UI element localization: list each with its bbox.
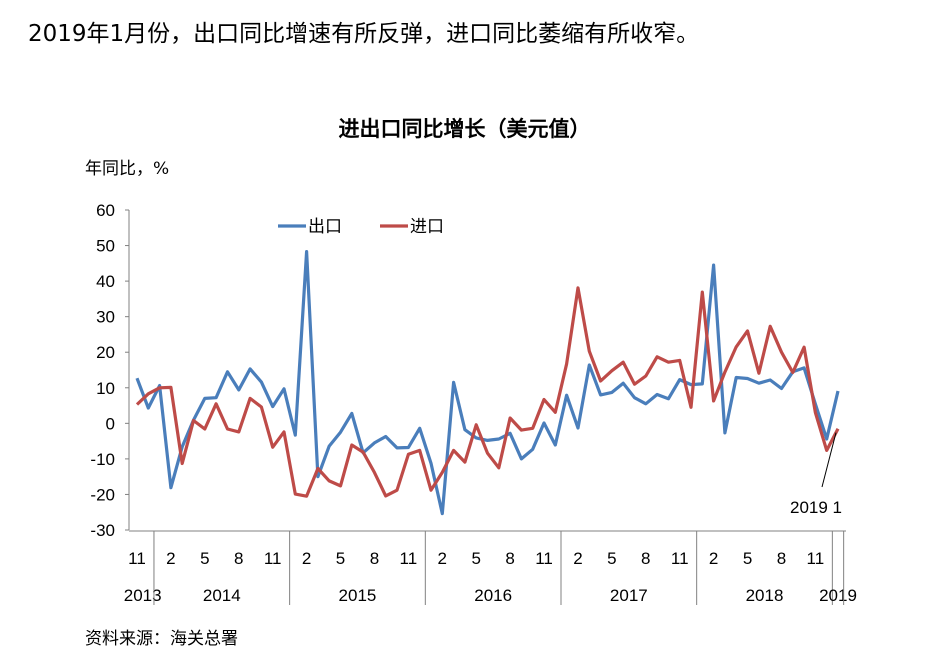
- x-tick-label: 11: [128, 549, 146, 568]
- x-tick-label: 2: [302, 549, 311, 568]
- headline: 2019年1月份，出口同比增速有所反弹，进口同比萎缩有所收窄。: [28, 21, 700, 47]
- x-tick-label: 5: [743, 549, 752, 568]
- year-label: 2013: [124, 586, 162, 605]
- x-tick-label: 5: [336, 549, 345, 568]
- y-tick-label: 40: [96, 272, 115, 291]
- year-label: 2015: [339, 586, 377, 605]
- series-line-import: [135, 286, 840, 498]
- x-tick-label: 5: [471, 549, 480, 568]
- annotation-label: 2019 1: [790, 498, 842, 517]
- y-tick-label: 60: [96, 201, 115, 220]
- y-tick-label: -20: [90, 485, 115, 504]
- x-tick-label: 11: [535, 549, 553, 568]
- year-label: 2016: [474, 586, 512, 605]
- y-tick-label: 50: [96, 237, 115, 256]
- x-tick-label: 8: [505, 549, 514, 568]
- source-note: 资料来源：海关总署: [85, 629, 238, 649]
- y-tick-label: -10: [90, 450, 115, 469]
- series-line-export: [135, 250, 840, 516]
- x-tick-label: 2: [573, 549, 582, 568]
- y-tick-label: 0: [106, 414, 115, 433]
- year-label: 2019: [819, 586, 857, 605]
- x-tick-label: 11: [264, 549, 282, 568]
- x-tick-label: 11: [671, 549, 689, 568]
- legend-label-import: 进口: [410, 217, 444, 236]
- x-tick-label: 5: [607, 549, 616, 568]
- x-tick-label: 5: [200, 549, 209, 568]
- y-axis-label: 年同比，%: [85, 159, 170, 179]
- x-tick-label: 11: [400, 549, 418, 568]
- year-label: 2018: [746, 586, 784, 605]
- year-label: 2014: [203, 586, 241, 605]
- x-tick-label: 2: [709, 549, 718, 568]
- y-tick-label: 10: [96, 379, 115, 398]
- x-tick-label: 2: [438, 549, 447, 568]
- x-tick-label: 8: [234, 549, 243, 568]
- x-tick-label: 2: [166, 549, 175, 568]
- year-label: 2017: [610, 586, 648, 605]
- legend-label-export: 出口: [308, 217, 342, 236]
- y-tick-label: 20: [96, 343, 115, 362]
- x-tick-label: 8: [641, 549, 650, 568]
- x-tick-label: 8: [370, 549, 379, 568]
- x-tick-label: 8: [777, 549, 786, 568]
- chart-title: 进出口同比增长（美元值）: [338, 117, 591, 141]
- x-tick-label: 11: [807, 549, 825, 568]
- annotation-leader: [821, 432, 837, 488]
- y-tick-label: 30: [96, 308, 115, 327]
- y-tick-label: -30: [90, 521, 115, 540]
